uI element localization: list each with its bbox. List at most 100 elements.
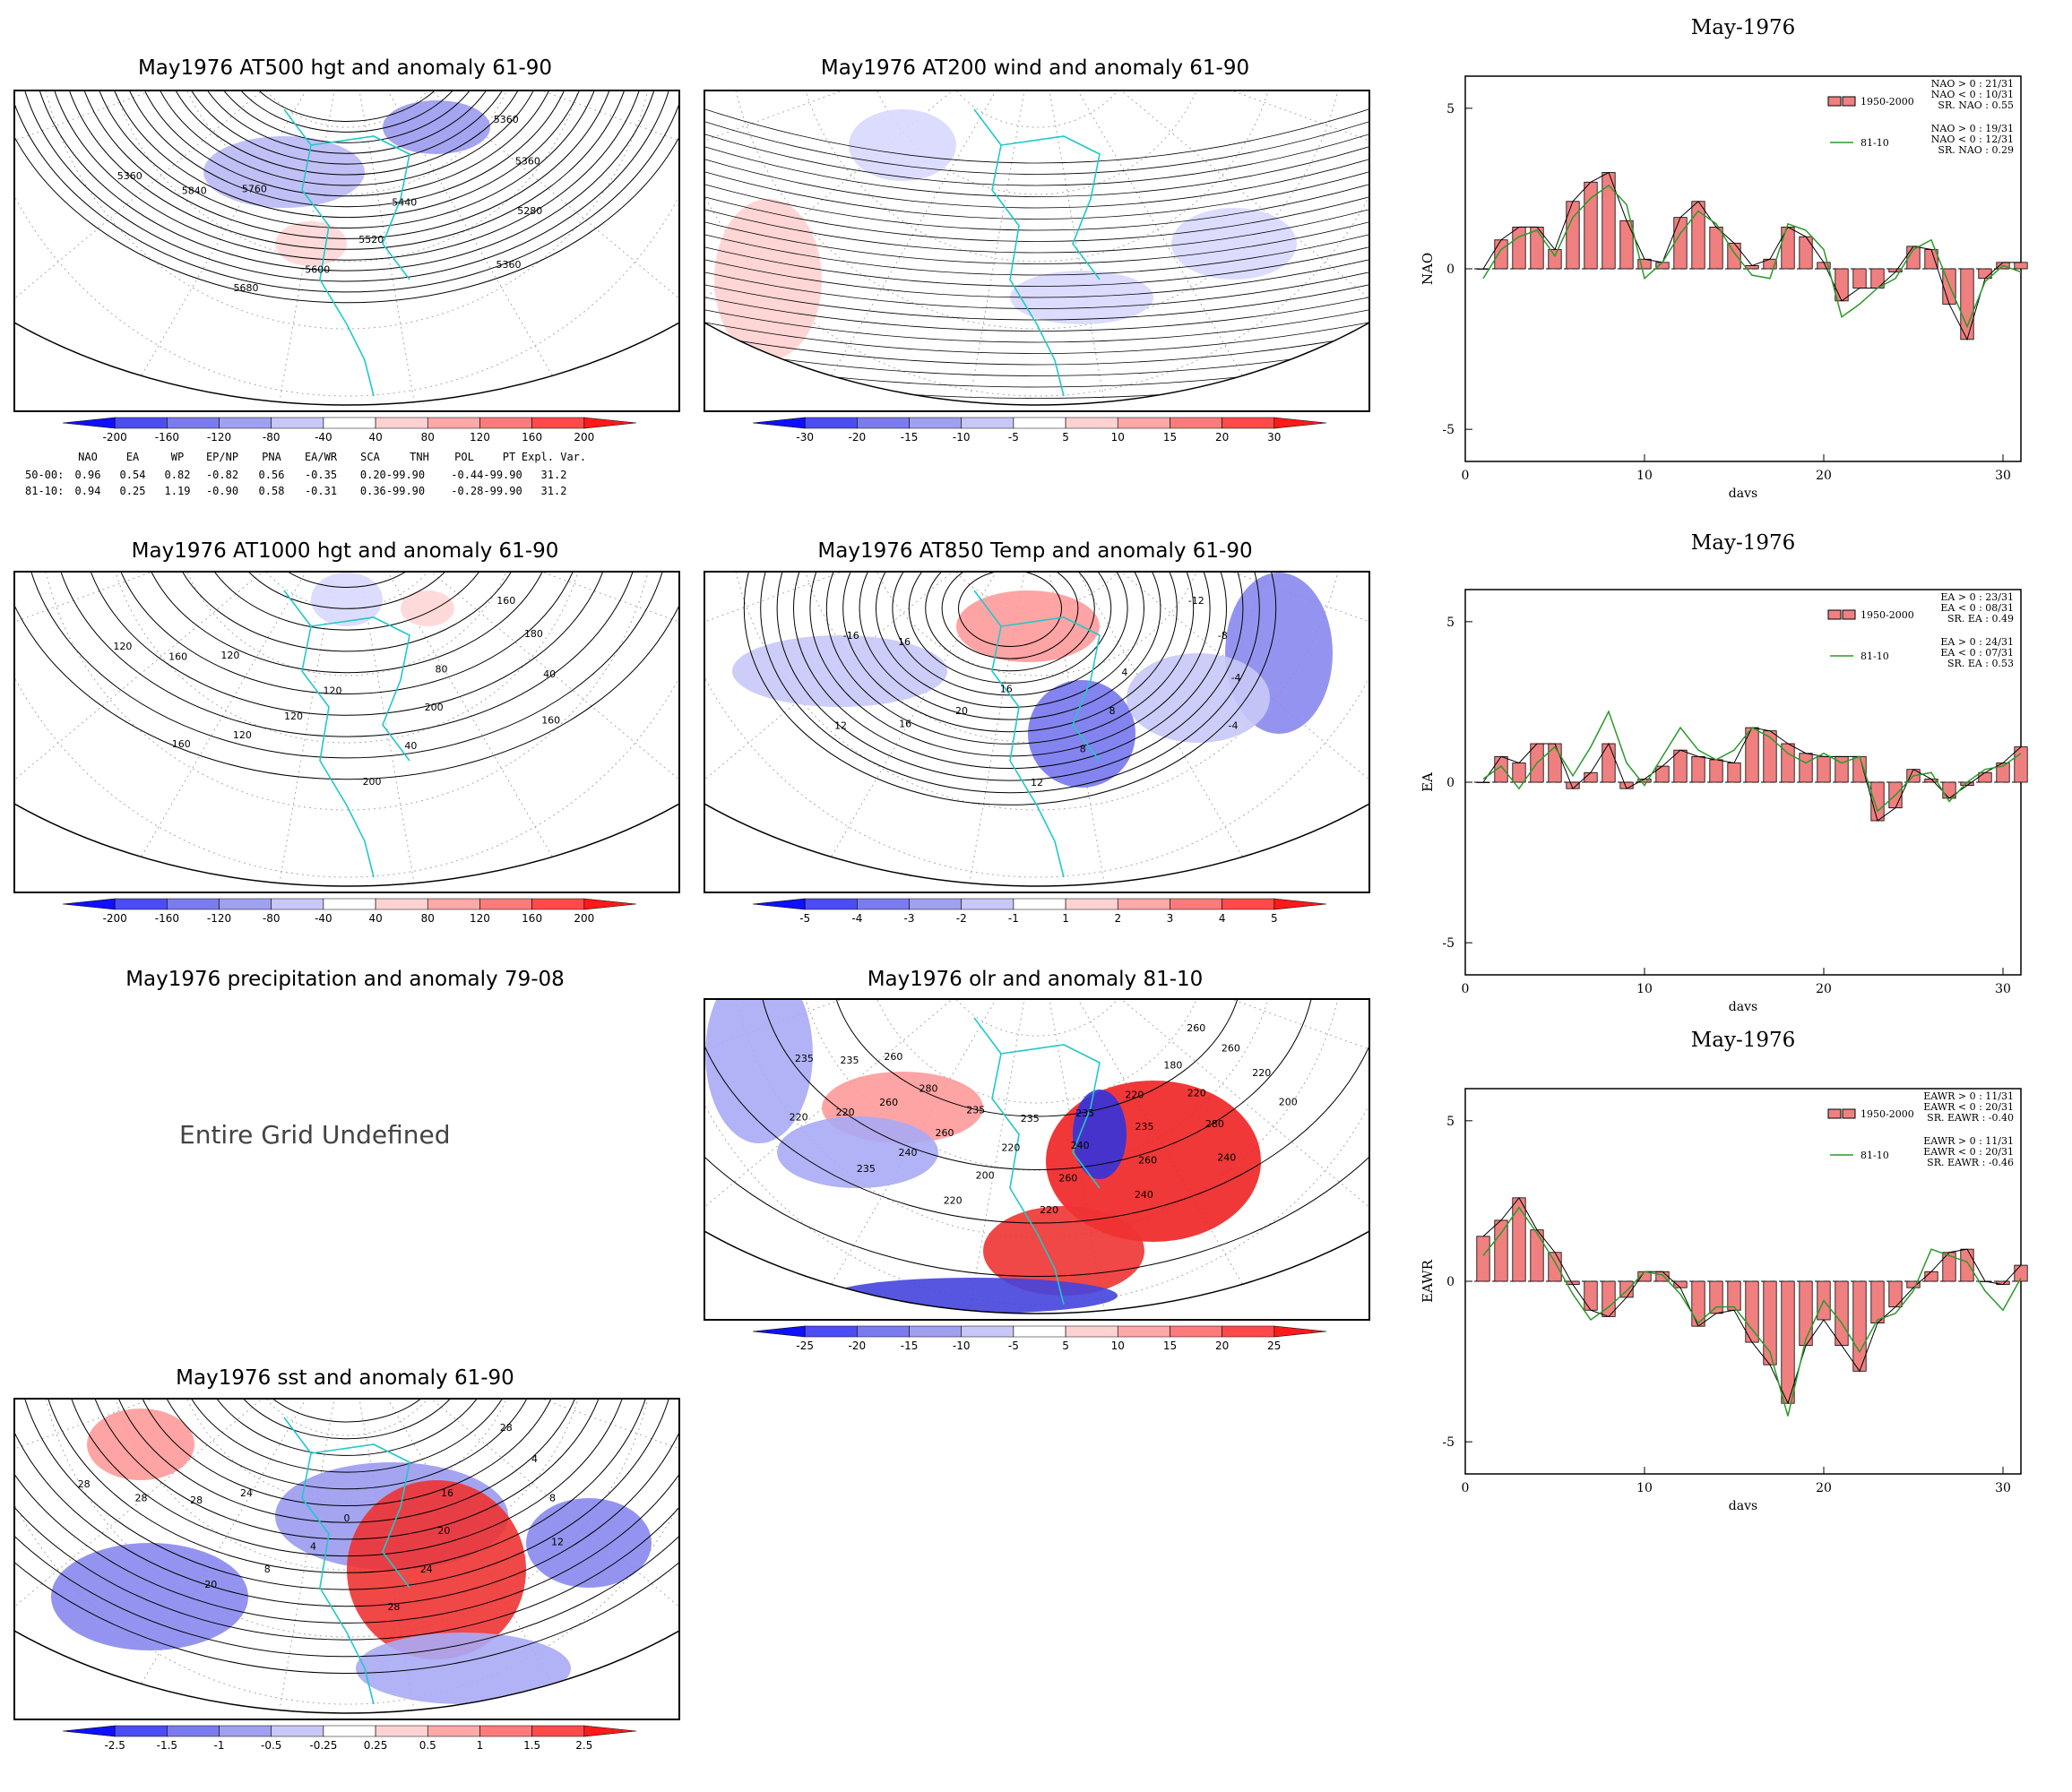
colorbar-swatch bbox=[1222, 1325, 1275, 1338]
colorbar-swatch bbox=[219, 417, 272, 429]
olr-contour-label: 235 bbox=[841, 1055, 859, 1066]
olr-contour-label: 240 bbox=[1071, 1140, 1090, 1151]
colorbar-swatch bbox=[323, 1725, 376, 1737]
nao-chart-title: May-1976 bbox=[1690, 16, 1796, 39]
sst-contour-label: 24 bbox=[420, 1564, 433, 1575]
colorbar-tick-label: 40 bbox=[368, 912, 382, 925]
legend-stat-81-10: NAO > 0 : 19/31 bbox=[1931, 123, 2014, 134]
z500-contour-label: 5360 bbox=[496, 259, 521, 271]
olr-map-plot: 260 260 220 200 180 220 280 240 220 235 260 240 235 2… bbox=[705, 1000, 1368, 1314]
teleconnection-table: NAO EA WP EP/NP PNA EA/WR SCA TNH POL PT Expl. Var… bbox=[25, 450, 652, 506]
colorbar-tick-label: -20 bbox=[849, 431, 867, 444]
sst-contour bbox=[107, 1400, 587, 1523]
z1000-contour-label: 200 bbox=[425, 702, 444, 713]
olr-title: May1976 olr and anomaly 81-10 bbox=[867, 968, 1204, 991]
legend-stat-1950-2000: SR. EAWR : -0.40 bbox=[1927, 1112, 2014, 1124]
olr-contour-label: 220 bbox=[790, 1111, 808, 1123]
z500-contour bbox=[45, 91, 649, 261]
table-cell: 0.56 bbox=[259, 469, 285, 481]
olr-contour-label: 220 bbox=[944, 1195, 963, 1207]
bar-1950-2000 bbox=[2014, 746, 2028, 783]
t850-anomaly-area bbox=[1127, 653, 1270, 743]
eawr-chart: 5 0 -5 0 10 20 30 days EAWR EAWR > 0 : 11/31 EAWR … bbox=[1416, 1080, 2043, 1513]
colorbar-swatch bbox=[427, 898, 480, 910]
z500-contour bbox=[16, 91, 678, 282]
t850-contour bbox=[776, 573, 1244, 781]
bar-1950-2000 bbox=[1512, 762, 1526, 783]
sst-contour-label: 8 bbox=[549, 1492, 556, 1503]
colorbar-tick-label: -2.5 bbox=[104, 1739, 125, 1752]
t850-contour-label: 16 bbox=[1000, 684, 1013, 695]
bar-1950-2000 bbox=[1673, 217, 1688, 270]
colorbar-swatch bbox=[271, 417, 324, 429]
colorbar-swatch bbox=[1065, 898, 1118, 910]
colorbar-swatch bbox=[531, 898, 585, 910]
table-header-cell: NAO bbox=[78, 451, 98, 463]
bar-1950-2000 bbox=[2014, 262, 2028, 270]
bar-1950-2000 bbox=[1781, 227, 1795, 270]
legend-stat-81-10: EA < 0 : 07/31 bbox=[1940, 647, 2014, 659]
colorbar-swatch bbox=[62, 898, 116, 910]
bar-1950-2000 bbox=[1835, 268, 1849, 302]
olr-contour-label: 220 bbox=[1040, 1204, 1058, 1216]
uv200-streamline bbox=[705, 284, 1368, 321]
z1000-contour-label: 40 bbox=[543, 668, 556, 680]
colorbar-swatch bbox=[961, 417, 1014, 429]
t850-title: May1976 AT850 Temp and anomaly 61-90 bbox=[817, 539, 1253, 563]
z500-contour-label: 5840 bbox=[182, 185, 207, 196]
z500-contour bbox=[15, 91, 678, 304]
olr-contour-label: 180 bbox=[1163, 1060, 1182, 1072]
colorbar-tick-label: 120 bbox=[470, 431, 490, 444]
bar-1950-2000 bbox=[1906, 1280, 1921, 1288]
z1000-map-plot: 160 180 40 160 80 200 40 200 120 120 120 160 120 160 1… bbox=[15, 573, 678, 887]
colorbar-swatch bbox=[752, 898, 806, 910]
line-1950-2000 bbox=[1482, 171, 2021, 341]
colorbar-swatch bbox=[62, 1725, 116, 1737]
bar-1950-2000 bbox=[1709, 759, 1723, 783]
bar-1950-2000 bbox=[1566, 201, 1580, 270]
uv200-streamline bbox=[705, 259, 1368, 298]
colorbar-tick-label: 30 bbox=[1267, 431, 1281, 444]
colorbar-tick-label: 1 bbox=[477, 1739, 484, 1752]
t850-contour bbox=[908, 573, 1112, 684]
z1000-contour-label: 120 bbox=[284, 711, 303, 722]
z1000-map: 160 180 40 160 80 200 40 200 120 120 120 160 120 160 1… bbox=[13, 571, 680, 893]
t850-contour bbox=[793, 573, 1227, 769]
z1000-contour bbox=[80, 573, 614, 716]
uv200-map bbox=[704, 90, 1370, 412]
sst-contour-label: 0 bbox=[344, 1512, 350, 1524]
uv200-streamline bbox=[705, 171, 1368, 220]
line-81-10 bbox=[1482, 184, 2022, 329]
colorbar-tick-label: 160 bbox=[522, 431, 542, 444]
sst-colorbar: -2.5 -1.5 -1 -0.5 -0.25 0.25 0.5 1 1.5 2.5 bbox=[54, 1725, 645, 1760]
t850-map: -12 -8 -4 -4 4 8 8 12 16 20 16 12 16 -16 bbox=[704, 571, 1370, 893]
z500-contour bbox=[30, 91, 663, 271]
olr-contour-label: 260 bbox=[1058, 1172, 1077, 1184]
uv200-streamline bbox=[705, 108, 1368, 164]
bar-1950-2000 bbox=[1709, 227, 1723, 270]
z500-contour bbox=[218, 91, 476, 133]
z1000-contour bbox=[51, 573, 643, 737]
bar-1950-2000 bbox=[1494, 1219, 1508, 1282]
colorbar-swatch bbox=[479, 1725, 532, 1737]
bar-1950-2000 bbox=[1691, 755, 1705, 783]
olr-contour-label: 260 bbox=[879, 1097, 898, 1108]
y-tick-label: 0 bbox=[1446, 263, 1455, 277]
uv200-streamline bbox=[705, 246, 1368, 287]
legend-line-label: 81-10 bbox=[1860, 137, 1889, 149]
t850-contour-label: 8 bbox=[1109, 705, 1116, 717]
colorbar-tick-label: 80 bbox=[421, 912, 435, 925]
colorbar-swatch bbox=[375, 1725, 428, 1737]
bar-1950-2000 bbox=[1709, 1280, 1723, 1314]
uv200-streamline bbox=[705, 196, 1368, 242]
bar-1950-2000 bbox=[1870, 781, 1885, 822]
legend-line-label: 81-10 bbox=[1860, 1150, 1889, 1161]
colorbar-swatch bbox=[857, 1325, 910, 1338]
table-cell: -0.82 bbox=[206, 469, 238, 481]
bar-1950-2000 bbox=[1619, 220, 1634, 270]
z500-colorbar-svg: -200 -160 -120 -80 -40 40 80 120 160 200 bbox=[62, 417, 637, 444]
z500-contour bbox=[89, 91, 605, 228]
t850-contour bbox=[958, 573, 1062, 647]
z500-contour bbox=[233, 91, 461, 122]
olr-contour-label: 220 bbox=[1125, 1090, 1144, 1101]
